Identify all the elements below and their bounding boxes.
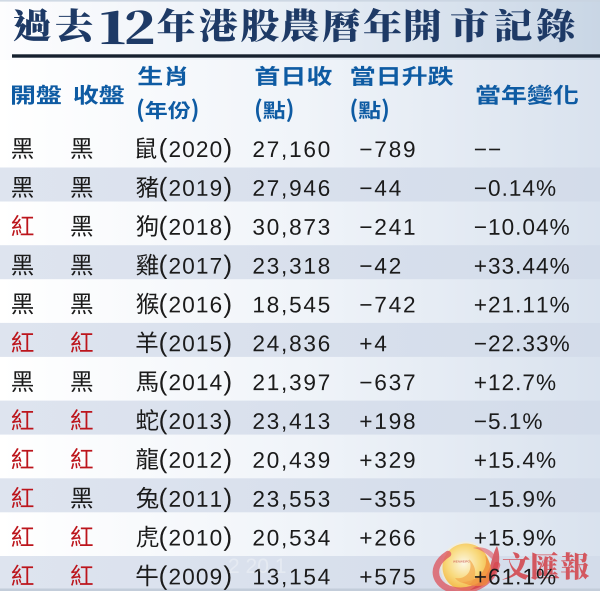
svg-text:2 20,1: 2 20,1 <box>228 555 286 578</box>
svg-text:WENWEIPO: WENWEIPO <box>453 560 471 564</box>
